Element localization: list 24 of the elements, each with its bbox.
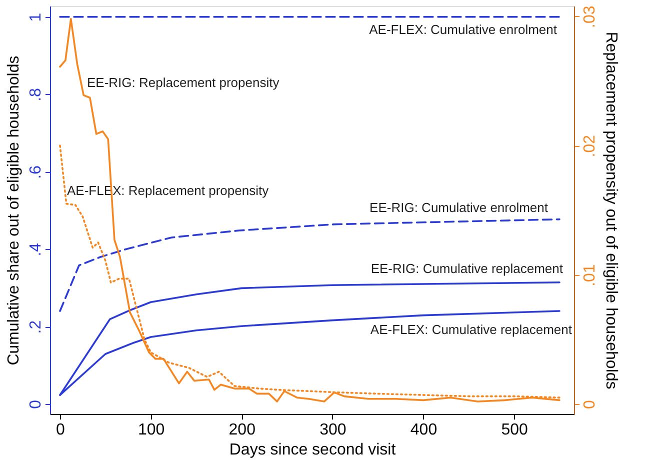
annotation: AE-FLEX: Cumulative replacement bbox=[370, 322, 572, 337]
x-axis-title: Days since second visit bbox=[229, 442, 396, 458]
y2-tick-label: .03 bbox=[582, 6, 598, 28]
x-tick-label: 500 bbox=[501, 422, 528, 438]
y2-tick-label: 0 bbox=[582, 400, 598, 409]
y2-axis-title: Replacement propensity out of eligible households bbox=[602, 32, 620, 390]
x-tick-label: 100 bbox=[138, 422, 165, 438]
x-tick-label: 300 bbox=[320, 422, 346, 438]
y-tick-label: 1 bbox=[28, 12, 44, 22]
y2-tick-label: .02 bbox=[582, 134, 598, 158]
y-tick-label: .6 bbox=[28, 165, 44, 179]
annotation: AE-FLEX: Cumulative enrolment bbox=[369, 22, 558, 37]
y-tick-label: 0 bbox=[28, 400, 44, 409]
annotation: EE-RIG: Replacement propensity bbox=[87, 75, 280, 90]
x-tick-label: 200 bbox=[228, 422, 256, 438]
y-tick-label: .8 bbox=[28, 88, 44, 102]
y-tick-label: .4 bbox=[28, 242, 44, 256]
y-tick-label: .2 bbox=[28, 320, 44, 334]
y-axis-title: Cumulative share out of eligible households bbox=[6, 56, 22, 366]
annotation: EE-RIG: Cumulative replacement bbox=[370, 261, 564, 276]
x-tick-label: 400 bbox=[410, 422, 438, 438]
annotation: EE-RIG: Cumulative enrolment bbox=[370, 200, 548, 215]
y2-tick-label: .01 bbox=[582, 264, 598, 286]
x-tick-label: 0 bbox=[56, 422, 66, 438]
